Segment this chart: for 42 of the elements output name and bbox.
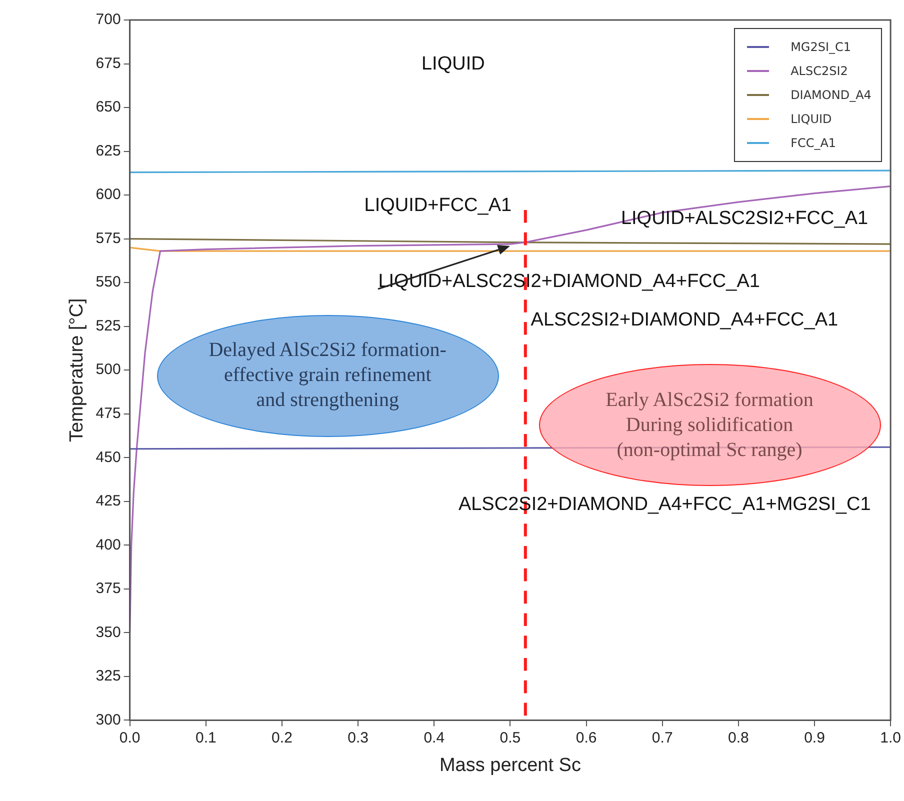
y-tick-label: 700 [96,11,121,28]
oval-callout: Early AlSc2Si2 formation During solidification (non-optimal Sc range) [538,364,881,486]
y-tick-label: 450 [96,448,121,466]
y-tick-label: 325 [96,668,121,685]
y-tick-label: 475 [96,405,121,422]
y-tick-label: 350 [96,624,121,641]
legend-label: FCC_A1 [790,136,836,150]
x-tick-label: 0.5 [500,729,521,746]
legend-label: LIQUID [790,112,832,126]
annotation: ALSC2SI2+DIAMOND_A4+FCC_A1 [530,310,838,331]
x-tick-label: 0.2 [272,729,292,746]
x-tick-label: 0.3 [348,729,368,746]
y-tick-label: 375 [96,580,121,598]
y-tick-label: 650 [96,98,121,116]
x-tick-label: 0.9 [804,729,825,746]
annotation: LIQUID+ALSC2SI2+FCC_A1 [620,208,868,230]
y-tick-label: 550 [96,274,121,291]
y-tick-label: 500 [96,361,121,378]
y-tick-label: 525 [96,317,121,334]
x-axis-title: Mass percent Sc [439,754,581,776]
annotation: LIQUID [421,53,485,74]
x-tick-label: 0.1 [195,729,216,746]
x-tick-label: 0.7 [652,729,673,746]
y-tick-label: 400 [96,536,121,554]
annotation: ALSC2SI2+DIAMOND_A4+FCC_A1+MG2SI_C1 [458,494,871,515]
x-tick-label: 0.0 [119,729,140,746]
y-tick-label: 575 [96,230,121,247]
oval-callout: Delayed AlSc2Si2 formation- effective grain refinement and strengthening [156,314,499,437]
x-tick-label: 0.4 [424,729,445,746]
legend-label: ALSC2SI2 [790,64,848,78]
y-tick-label: 300 [96,711,121,728]
y-tick-label: 625 [96,142,121,160]
legend-label: DIAMOND_A4 [790,88,872,102]
annotation: LIQUID+FCC_A1 [364,194,512,216]
y-tick-label: 675 [96,54,121,72]
y-tick-label: 425 [96,492,121,510]
x-tick-label: 0.6 [576,729,597,746]
x-tick-label: 1.0 [880,729,902,746]
x-tick-label: 0.8 [728,729,749,746]
y-axis-title: Temperature [°C] [66,298,88,442]
y-tick-label: 600 [96,186,121,204]
legend-label: MG2SI_C1 [790,40,852,54]
